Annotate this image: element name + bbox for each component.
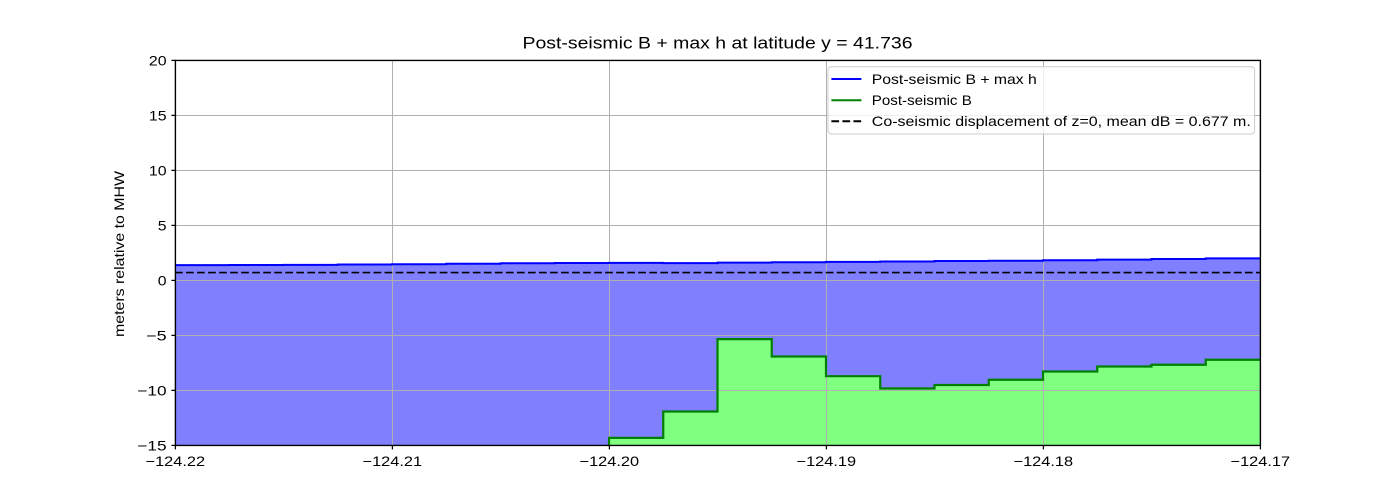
svg-text:−124.17: −124.17: [1231, 453, 1291, 469]
svg-text:15: 15: [149, 108, 167, 124]
svg-text:Co-seismic displacement of z=0: Co-seismic displacement of z=0, mean dB …: [872, 113, 1251, 129]
svg-text:meters relative to MHW: meters relative to MHW: [111, 170, 127, 337]
svg-text:−15: −15: [137, 438, 167, 454]
svg-text:−124.20: −124.20: [580, 453, 640, 469]
svg-text:20: 20: [149, 53, 167, 69]
svg-text:Post-seismic B + max h: Post-seismic B + max h: [872, 71, 1037, 87]
svg-text:Post-seismic B + max h at lati: Post-seismic B + max h at latitude y = 4…: [523, 34, 913, 53]
svg-text:−124.19: −124.19: [797, 453, 857, 469]
svg-text:0: 0: [158, 273, 167, 289]
svg-text:10: 10: [149, 163, 167, 179]
svg-text:5: 5: [158, 218, 167, 234]
svg-text:−124.18: −124.18: [1014, 453, 1074, 469]
svg-text:−5: −5: [146, 328, 167, 344]
svg-text:−124.21: −124.21: [363, 453, 423, 469]
svg-text:−10: −10: [137, 383, 167, 399]
svg-text:Post-seismic B: Post-seismic B: [872, 92, 972, 108]
svg-text:−124.22: −124.22: [146, 453, 206, 469]
